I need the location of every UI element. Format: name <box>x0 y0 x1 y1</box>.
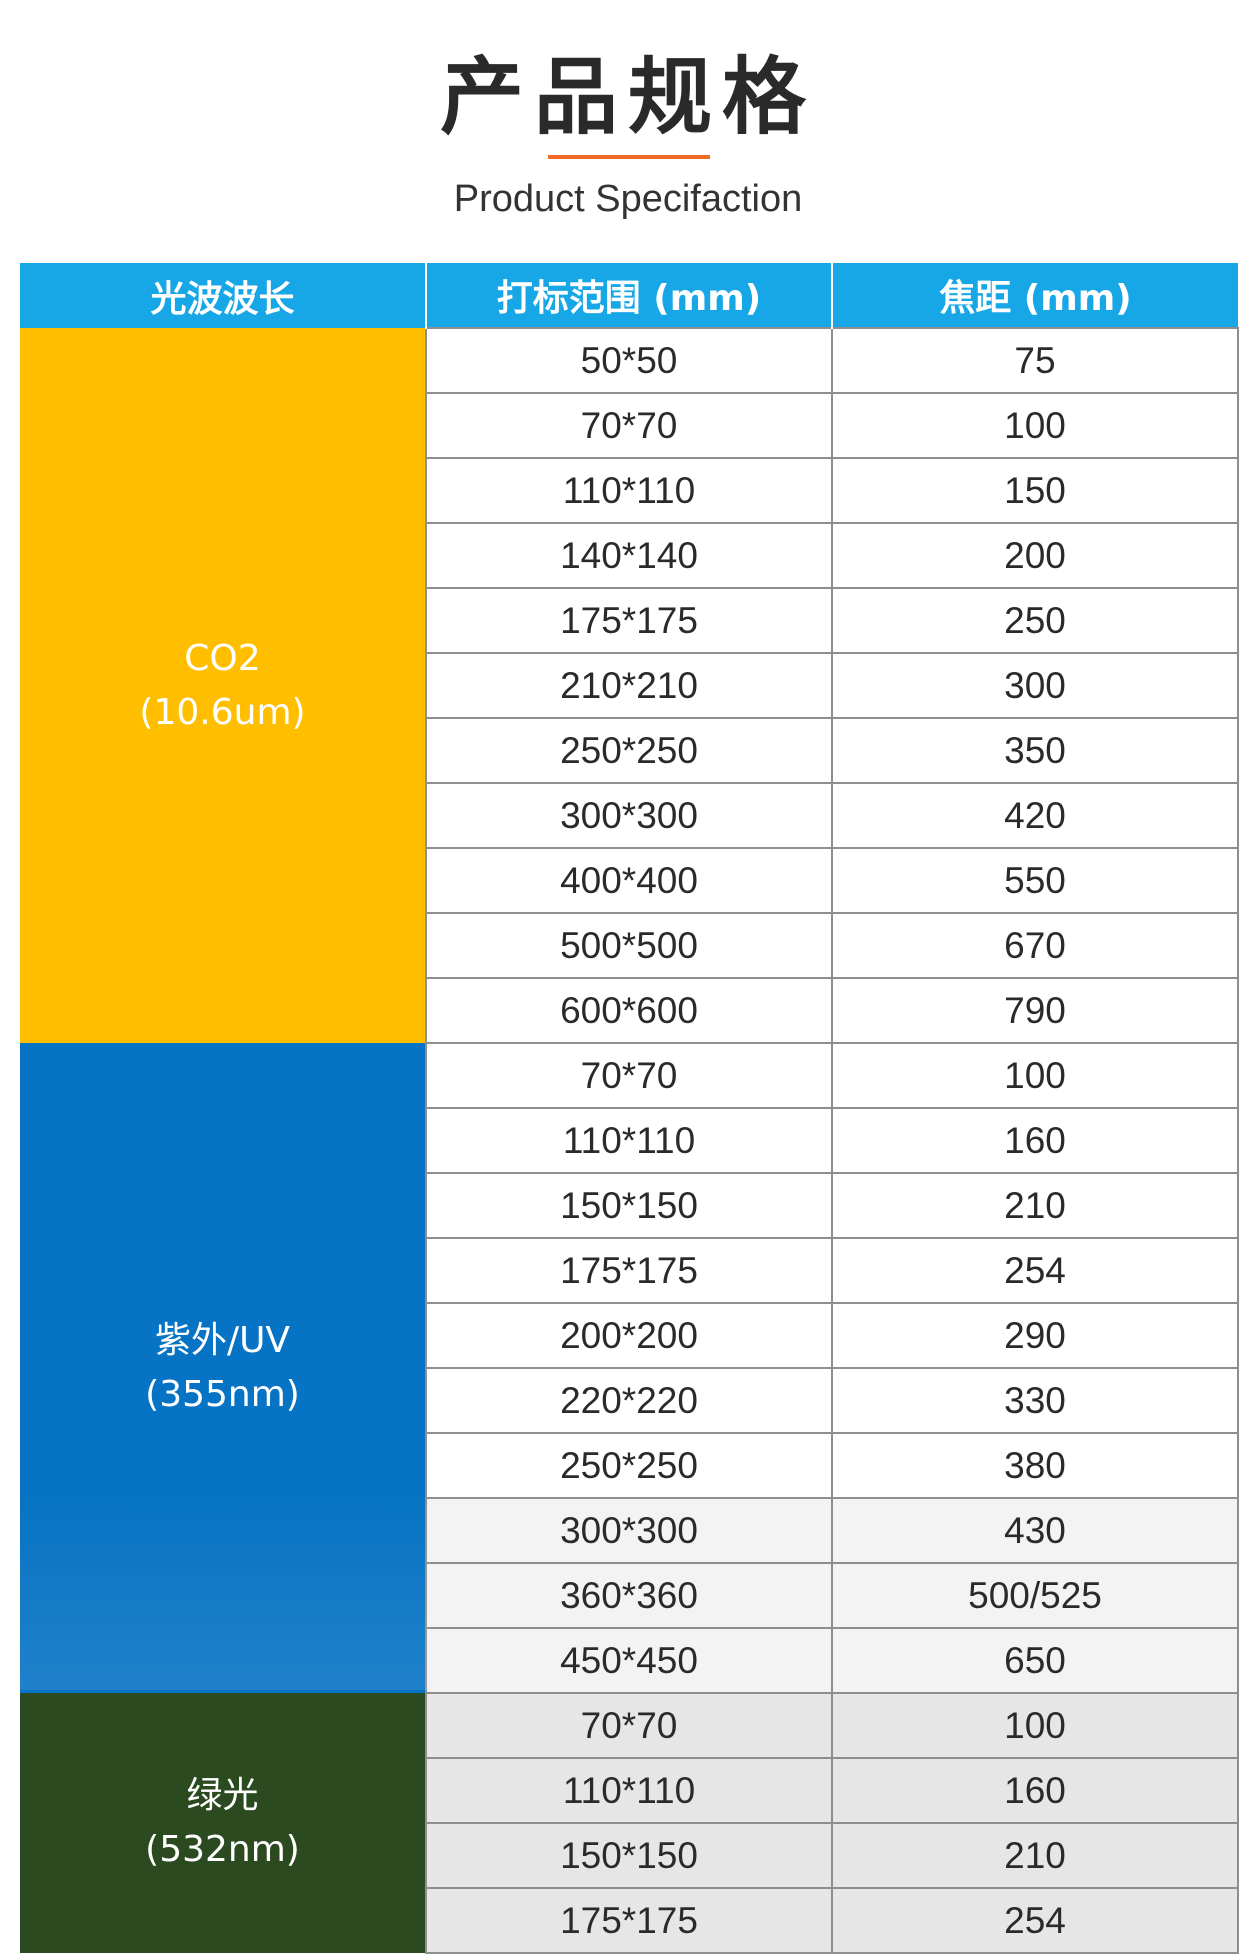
marking-range-cell: 500*500 <box>425 912 833 979</box>
marking-range-cell: 110*110 <box>425 1757 833 1824</box>
marking-range-cell: 110*110 <box>425 1107 833 1174</box>
group-green-cell: 绿光 (532nm) <box>20 1693 426 1953</box>
focal-length-cell: 210 <box>831 1822 1239 1889</box>
table-row: 600*600 790 <box>20 977 1239 1044</box>
focal-length-cell: 254 <box>831 1237 1239 1304</box>
focal-length-cell: 350 <box>831 717 1239 784</box>
column-header-marking-range: 打标范围 (mm) <box>425 263 832 328</box>
table-row: CO2 (10.6um) 50*50 75 <box>20 327 1239 1043</box>
focal-length-cell: 420 <box>831 782 1239 849</box>
wavelength-name: CO2 <box>184 637 261 679</box>
title-divider <box>548 155 710 159</box>
focal-length-cell: 250 <box>831 587 1239 654</box>
table-row: 绿光 (532nm) 70*70 100 <box>20 1692 1239 1953</box>
focal-length-cell: 100 <box>831 1042 1239 1109</box>
focal-length-cell: 100 <box>831 1692 1239 1759</box>
table-row: 紫外/UV (355nm) 70*70 100 <box>20 1042 1239 1693</box>
table-row: 150*150 210 <box>20 1822 1239 1889</box>
focal-length-cell: 254 <box>831 1887 1239 1954</box>
table-row: 110*110 160 <box>20 1107 1239 1174</box>
group-co2-cell: CO2 (10.6um) <box>20 328 426 1043</box>
marking-range-cell: 175*175 <box>425 1237 833 1304</box>
marking-range-cell: 250*250 <box>425 1432 833 1499</box>
focal-length-cell: 210 <box>831 1172 1239 1239</box>
focal-length-cell: 160 <box>831 1107 1239 1174</box>
table-row: 150*150 210 <box>20 1172 1239 1239</box>
table-row: 250*250 380 <box>20 1432 1239 1499</box>
marking-range-cell: 110*110 <box>425 457 833 524</box>
table-row: 175*175 250 <box>20 587 1239 654</box>
table-header-row: 光波波长 打标范围 (mm) 焦距 (mm) <box>20 263 1238 328</box>
focal-length-cell: 160 <box>831 1757 1239 1824</box>
group-uv-cell: 紫外/UV (355nm) <box>20 1043 426 1693</box>
marking-range-cell: 300*300 <box>425 782 833 849</box>
spec-table-body: CO2 (10.6um) 50*50 75 70*70 100 110*110 150 140*… <box>20 327 1239 1954</box>
marking-range-cell: 220*220 <box>425 1367 833 1434</box>
spec-table: 光波波长 打标范围 (mm) 焦距 (mm) CO2 (10.6um) 50*50 7… <box>20 263 1239 1954</box>
focal-length-cell: 100 <box>831 392 1239 459</box>
focal-length-cell: 790 <box>831 977 1239 1044</box>
focal-length-cell: 290 <box>831 1302 1239 1369</box>
page-title: 产品规格 <box>439 48 816 146</box>
marking-range-cell: 175*175 <box>425 587 833 654</box>
marking-range-cell: 450*450 <box>425 1627 833 1694</box>
focal-length-cell: 670 <box>831 912 1239 979</box>
focal-length-cell: 330 <box>831 1367 1239 1434</box>
marking-range-cell: 140*140 <box>425 522 833 589</box>
wavelength-value: (355nm) <box>145 1374 300 1415</box>
focal-length-cell: 500/525 <box>831 1562 1239 1629</box>
table-row: 400*400 550 <box>20 847 1239 914</box>
page-subtitle: Product Specifaction <box>453 178 803 220</box>
focal-length-cell: 380 <box>831 1432 1239 1499</box>
marking-range-cell: 150*150 <box>425 1172 833 1239</box>
focal-length-cell: 550 <box>831 847 1239 914</box>
marking-range-cell: 150*150 <box>425 1822 833 1889</box>
marking-range-cell: 250*250 <box>425 717 833 784</box>
table-row: 175*175 254 <box>20 1237 1239 1304</box>
marking-range-cell: 70*70 <box>425 1692 833 1759</box>
marking-range-cell: 210*210 <box>425 652 833 719</box>
focal-length-cell: 430 <box>831 1497 1239 1564</box>
table-row: 220*220 330 <box>20 1367 1239 1434</box>
table-row: 110*110 160 <box>20 1757 1239 1824</box>
focal-length-cell: 650 <box>831 1627 1239 1694</box>
table-row: 140*140 200 <box>20 522 1239 589</box>
table-row: 450*450 650 <box>20 1627 1239 1694</box>
marking-range-cell: 175*175 <box>425 1887 833 1954</box>
table-row: 175*175 254 <box>20 1887 1239 1954</box>
column-header-wavelength: 光波波长 <box>20 263 426 328</box>
wavelength-value: (10.6um) <box>139 691 306 733</box>
marking-range-cell: 600*600 <box>425 977 833 1044</box>
wavelength-name: 紫外/UV <box>154 1320 291 1361</box>
marking-range-cell: 300*300 <box>425 1497 833 1564</box>
table-row: 70*70 100 <box>20 392 1239 459</box>
column-header-focal-length: 焦距 (mm) <box>831 263 1238 328</box>
table-row: 110*110 150 <box>20 457 1239 524</box>
wavelength-value: (532nm) <box>145 1829 300 1870</box>
marking-range-cell: 400*400 <box>425 847 833 914</box>
focal-length-cell: 200 <box>831 522 1239 589</box>
marking-range-cell: 200*200 <box>425 1302 833 1369</box>
table-row: 300*300 430 <box>20 1497 1239 1564</box>
marking-range-cell: 360*360 <box>425 1562 833 1629</box>
focal-length-cell: 300 <box>831 652 1239 719</box>
table-row: 250*250 350 <box>20 717 1239 784</box>
table-row: 210*210 300 <box>20 652 1239 719</box>
table-row: 300*300 420 <box>20 782 1239 849</box>
table-row: 500*500 670 <box>20 912 1239 979</box>
wavelength-name: 绿光 <box>186 1775 259 1816</box>
table-row: 200*200 290 <box>20 1302 1239 1369</box>
marking-range-cell: 70*70 <box>425 1042 833 1109</box>
table-row: 360*360 500/525 <box>20 1562 1239 1629</box>
focal-length-cell: 150 <box>831 457 1239 524</box>
focal-length-cell: 75 <box>831 327 1239 394</box>
marking-range-cell: 70*70 <box>425 392 833 459</box>
marking-range-cell: 50*50 <box>425 327 833 394</box>
